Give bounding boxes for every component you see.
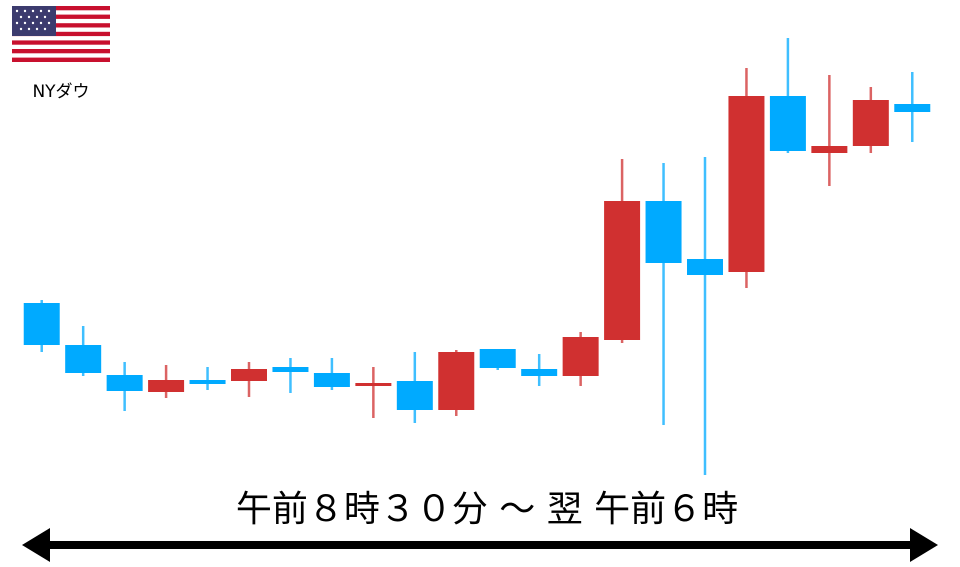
- candle-body: [23, 303, 60, 345]
- time-arrow: [22, 528, 938, 562]
- candle-body: [769, 96, 806, 151]
- candle-body: [148, 380, 185, 392]
- candle-body: [396, 381, 433, 410]
- candle-body: [355, 383, 392, 386]
- candle-body: [645, 201, 682, 263]
- candle-body: [106, 375, 143, 391]
- candle-body: [728, 96, 765, 272]
- candle-body: [562, 337, 599, 376]
- candle-body: [852, 100, 889, 146]
- candle-body: [313, 373, 350, 387]
- candle-body: [438, 352, 475, 410]
- candle-body: [231, 369, 267, 381]
- candle-body: [272, 367, 309, 372]
- candle-body: [479, 349, 516, 368]
- us-flag: [12, 6, 110, 62]
- candle-body: [604, 201, 641, 340]
- candle-body: [894, 104, 931, 112]
- label: NYダウ: [32, 82, 89, 102]
- candle-body: [687, 259, 723, 275]
- candle-body: [521, 369, 558, 376]
- annotation: 午前８時３０分 ～ 翌 午前６時: [236, 489, 738, 530]
- candle-body: [811, 146, 848, 153]
- candle-body: [65, 345, 102, 373]
- candle-body: [189, 380, 226, 384]
